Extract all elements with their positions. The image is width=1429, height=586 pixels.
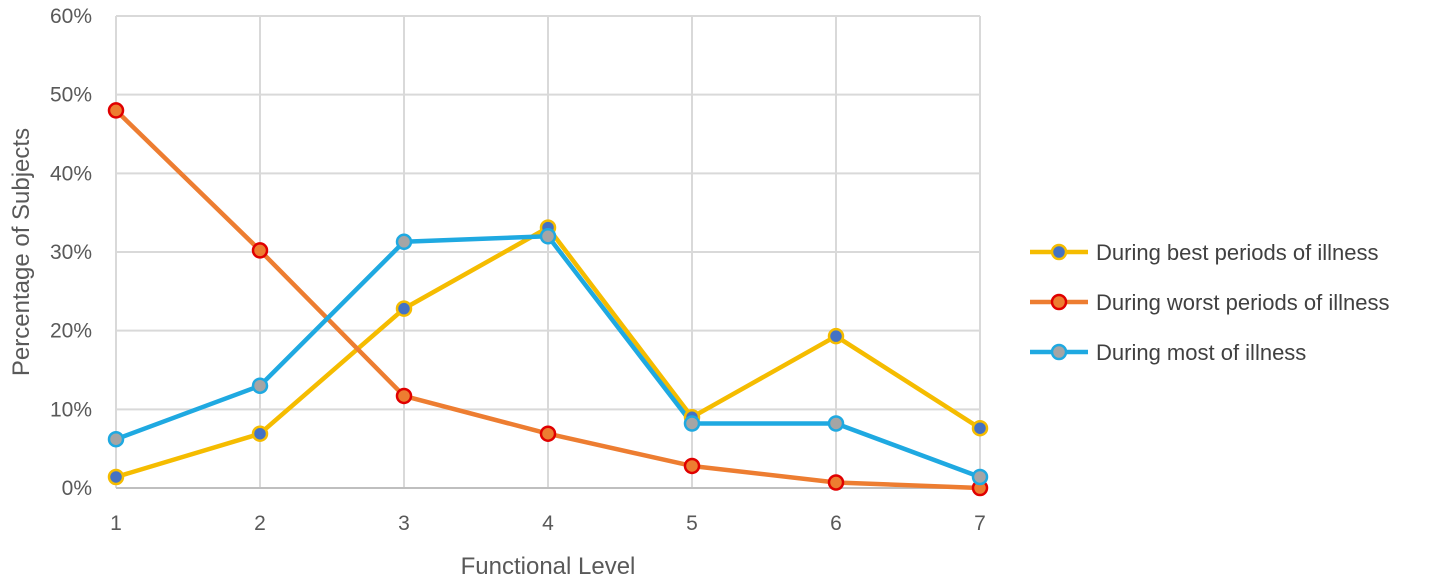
legend-item-1: During worst periods of illness bbox=[1030, 290, 1389, 315]
legend-swatch-marker bbox=[1050, 243, 1068, 261]
data-point-s1-2 bbox=[395, 387, 413, 405]
x-tick-label: 3 bbox=[398, 512, 410, 535]
data-point-s2-3 bbox=[539, 228, 557, 245]
legend-item-0: During best periods of illness bbox=[1030, 240, 1378, 265]
data-point-s2-4 bbox=[683, 415, 701, 432]
data-point-s2-5 bbox=[827, 415, 845, 432]
grid-lines bbox=[115, 15, 981, 489]
x-tick-label: 1 bbox=[110, 512, 122, 535]
x-tick-label: 2 bbox=[254, 512, 266, 535]
data-point-s2-2 bbox=[395, 233, 413, 251]
y-axis-tick-labels: 0% 10% 20% 30% 40% 50% 60% bbox=[50, 5, 92, 500]
x-tick-label: 6 bbox=[830, 512, 842, 535]
y-tick-label: 10% bbox=[50, 398, 92, 421]
data-point-s0-1 bbox=[251, 425, 269, 442]
legend-swatch-marker bbox=[1050, 343, 1068, 361]
legend-item-2: During most of illness bbox=[1030, 340, 1306, 365]
x-axis-tick-labels: 1 2 3 4 5 6 7 bbox=[110, 512, 986, 535]
y-tick-label: 40% bbox=[50, 162, 92, 185]
y-tick-label: 20% bbox=[50, 320, 92, 343]
data-point-s1-5 bbox=[827, 474, 845, 491]
x-tick-label: 5 bbox=[686, 512, 698, 535]
data-point-s0-5 bbox=[827, 327, 845, 345]
y-tick-label: 30% bbox=[50, 241, 92, 264]
x-tick-label: 4 bbox=[542, 512, 554, 535]
y-tick-label: 0% bbox=[62, 477, 92, 500]
data-point-s2-1 bbox=[251, 377, 269, 394]
y-tick-label: 50% bbox=[50, 84, 92, 107]
legend-label: During worst periods of illness bbox=[1096, 290, 1389, 315]
legend-label: During most of illness bbox=[1096, 340, 1306, 365]
y-tick-label: 60% bbox=[50, 5, 92, 28]
legend-swatch-marker bbox=[1050, 293, 1068, 311]
series-markers bbox=[107, 102, 989, 497]
data-point-s1-4 bbox=[683, 457, 701, 475]
data-point-s0-0 bbox=[107, 468, 125, 486]
legend-label: During best periods of illness bbox=[1096, 240, 1378, 265]
data-point-s0-2 bbox=[395, 300, 413, 317]
data-point-s1-0 bbox=[107, 102, 125, 119]
data-point-s0-6 bbox=[971, 419, 989, 437]
data-point-s1-1 bbox=[251, 242, 269, 259]
data-point-s1-3 bbox=[539, 425, 557, 442]
x-axis-title: Functional Level bbox=[461, 553, 636, 580]
x-tick-label: 7 bbox=[974, 512, 986, 535]
legend: During best periods of illness During wor… bbox=[1030, 240, 1389, 365]
data-point-s2-6 bbox=[971, 468, 989, 486]
data-point-s2-0 bbox=[107, 430, 125, 448]
y-axis-title: Percentage of Subjects bbox=[8, 128, 35, 376]
